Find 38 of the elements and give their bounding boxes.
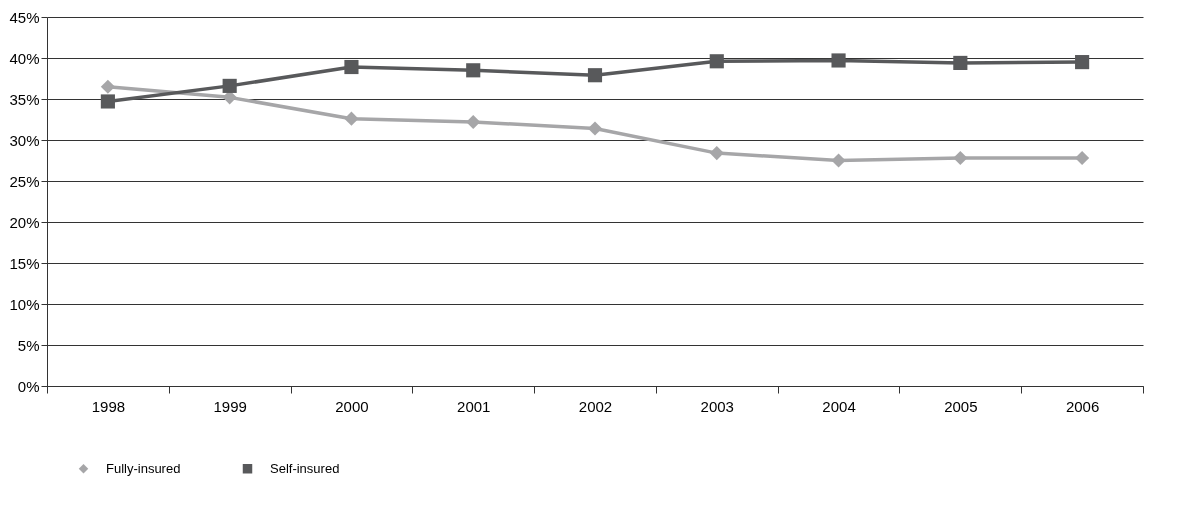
x-tick-label: 2004 — [822, 397, 856, 415]
y-tick-label: 40% — [9, 49, 40, 67]
legend-label: Fully-insured — [106, 460, 181, 476]
point — [466, 63, 481, 78]
y-tick-label: 10% — [9, 295, 40, 313]
y-tick-label: 35% — [9, 90, 40, 108]
x-tick-label: 2006 — [1065, 397, 1100, 415]
x-tick-label: 1998 — [91, 397, 126, 415]
point — [709, 54, 724, 69]
legend-label: Self-insured — [270, 460, 340, 476]
y-tick-label: 45% — [9, 8, 40, 26]
x-tick-label: 2000 — [335, 397, 369, 415]
point — [953, 55, 968, 70]
x-tick-label: 1999 — [213, 397, 247, 415]
y-tick-label: 30% — [9, 131, 40, 149]
point — [1075, 150, 1090, 166]
y-tick-label: 25% — [9, 172, 40, 190]
point — [831, 153, 846, 168]
x-tick-label: 2003 — [700, 397, 734, 415]
y-tick-label: 0% — [17, 377, 40, 395]
point — [466, 114, 481, 130]
y-tick-label: 15% — [9, 254, 40, 272]
point — [831, 53, 846, 68]
x-tick-label: 2005 — [944, 397, 978, 415]
point — [709, 146, 724, 161]
x-tick-label: 2002 — [578, 397, 613, 415]
point — [1075, 55, 1090, 70]
point — [587, 121, 603, 136]
x-tick-label: 2001 — [457, 397, 491, 415]
point — [953, 150, 968, 166]
point — [100, 79, 115, 94]
y-tick-label: 20% — [9, 213, 40, 231]
point — [100, 94, 115, 109]
point — [587, 68, 603, 83]
point — [344, 111, 359, 126]
point — [344, 59, 359, 75]
point — [222, 78, 237, 93]
y-tick-label: 5% — [17, 336, 40, 354]
